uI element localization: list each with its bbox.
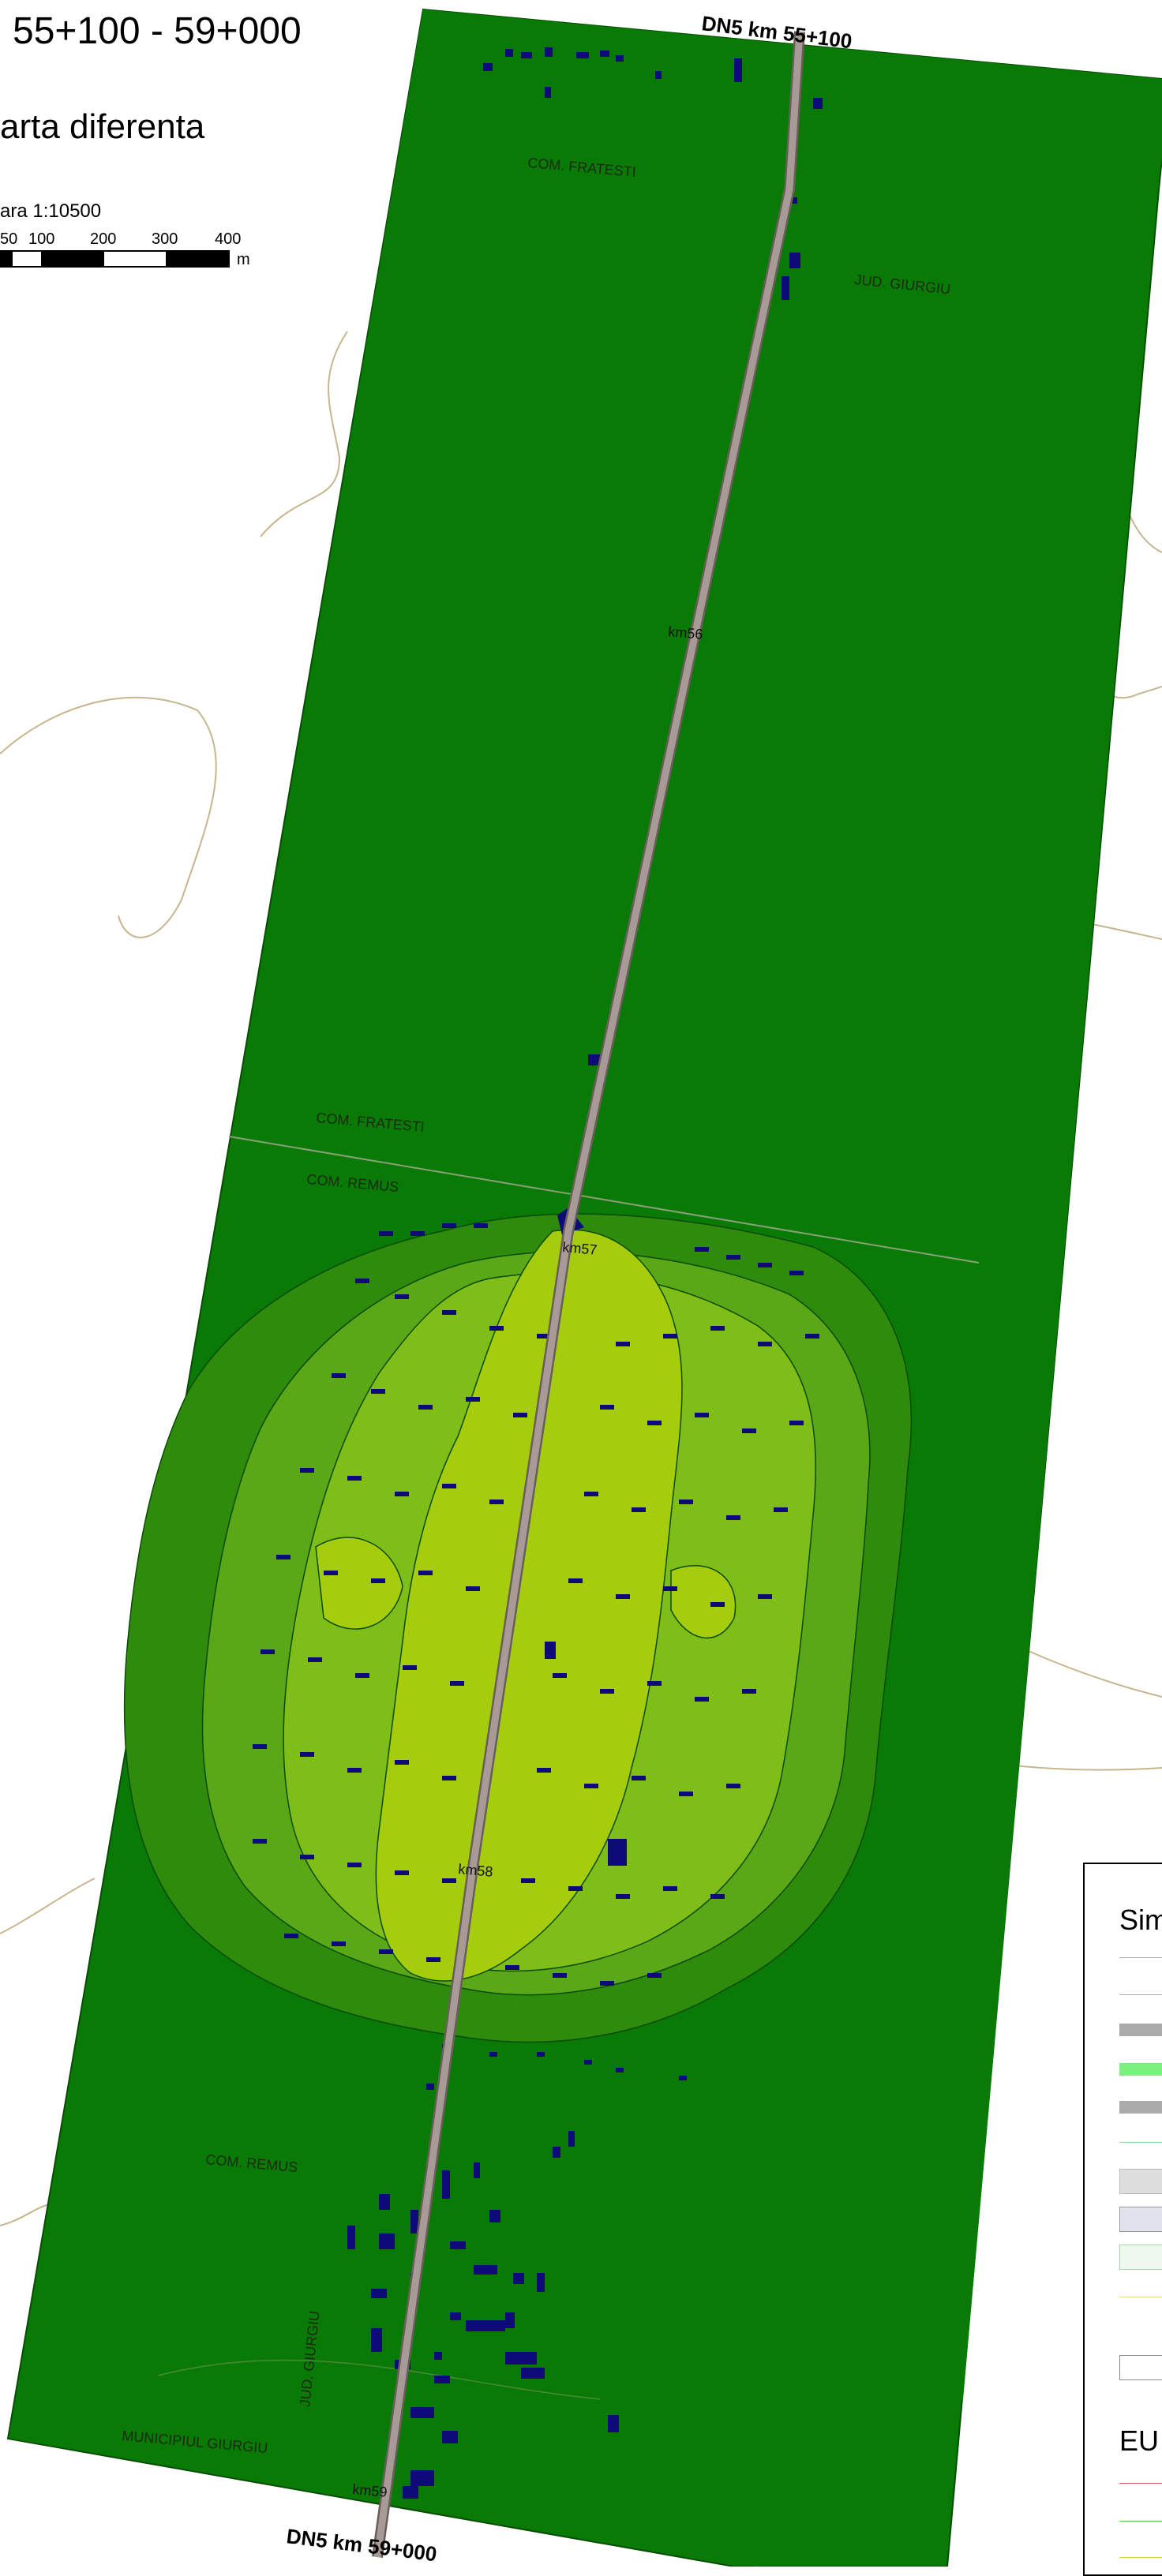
legend-swatch-lilac (1119, 2207, 1162, 2232)
scale-tick-300: 300 (152, 230, 178, 248)
scale-tick-50: 50 (0, 230, 18, 248)
km-marker-56: km56 (668, 623, 704, 642)
legend-rule-green-2 (1119, 2521, 1162, 2522)
legend-swatch-green (1119, 2063, 1162, 2076)
legend-rule-yellow-2 (1119, 2557, 1162, 2558)
road-end-label: DN5 km 59+000 (285, 2524, 438, 2566)
km-marker-59: km59 (352, 2481, 388, 2500)
legend-swatch-gray (1119, 2024, 1162, 2036)
map-subtitle: arta diferenta (0, 107, 205, 146)
scale-tick-400: 400 (215, 230, 242, 248)
scale-tick-100: 100 (28, 230, 55, 248)
legend-rule (1119, 1957, 1162, 1958)
legend-swatch-gray-2 (1119, 2101, 1162, 2114)
zone-inner (375, 1229, 683, 1982)
legend-panel: Sim EU (1083, 1863, 1162, 2576)
scale-text: ara 1:10500 (0, 200, 102, 222)
km-marker-58: km58 (458, 1861, 494, 1880)
legend-rule (1119, 1994, 1162, 1995)
scale-tick-200: 200 (90, 230, 117, 248)
map-title: 55+100 - 59+000 (13, 10, 302, 52)
legend-rule-red (1119, 2483, 1162, 2484)
noise-zones (123, 1213, 913, 2043)
commune-boundary (228, 1136, 980, 1264)
legend-title: Sim (1119, 1904, 1162, 1936)
km-marker-57: km57 (562, 1239, 598, 1258)
legend-swatch-lightgreen (1119, 2245, 1162, 2270)
buildings (253, 47, 823, 2499)
legend-rule-green (1119, 2142, 1162, 2143)
legend-swatch-hatch (1119, 2169, 1162, 2194)
scale-bar (0, 250, 230, 268)
legend-section-label: EU (1119, 2424, 1160, 2457)
scale-unit: m (237, 251, 250, 268)
legend-swatch-white (1119, 2355, 1162, 2380)
